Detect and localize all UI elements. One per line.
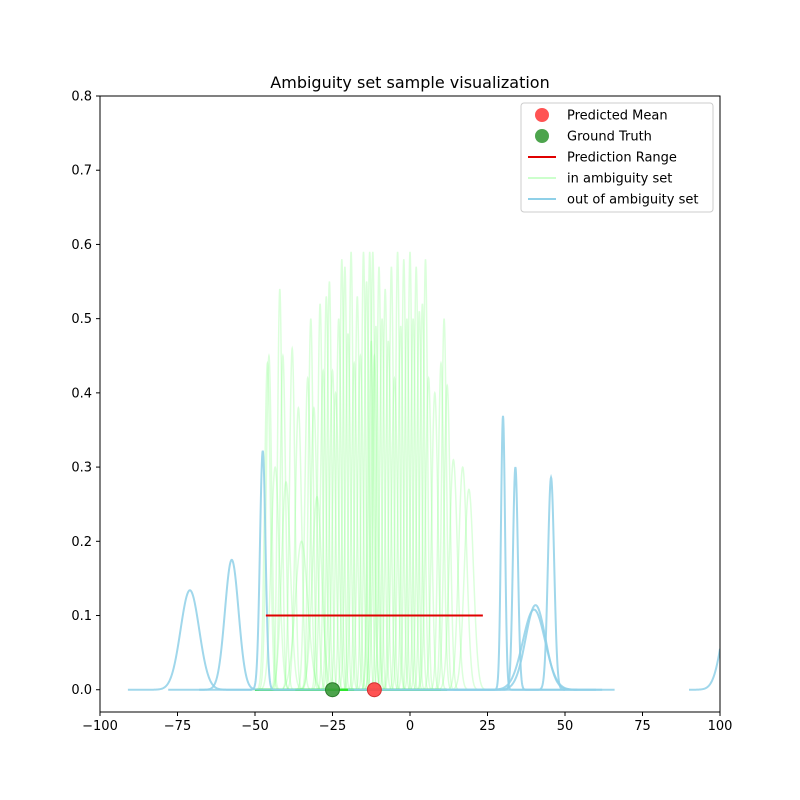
y-tick-label-7: 0.7 [71,164,92,179]
out-ambiguity-curve-7 [487,473,615,691]
legend-label-1: Ground Truth [567,130,652,145]
legend: Predicted Mean Ground Truth Prediction Ran… [520,102,714,213]
in-ambiguity-curve-56 [444,466,482,691]
legend-label-4: out of ambiguity set [567,193,698,208]
series-layer [127,251,720,691]
legend-swatch-1 [535,129,549,143]
x-tick-label-5: 25 [479,719,496,734]
x-tick-label-4: 0 [406,719,414,734]
legend-label-0: Predicted Mean [567,109,668,124]
y-tick-label-8: 0.8 [71,90,92,105]
predicted-mean-point [366,682,382,698]
y-tick-label-1: 0.1 [71,609,92,624]
x-tick-label-3: −25 [319,719,346,734]
x-tick-label-0: −100 [82,719,118,734]
in-ambiguity-curve-57 [450,488,488,691]
y-axis: 0.0 0.1 0.2 0.3 0.4 0.5 0.6 0.7 0.8 [71,90,100,698]
y-tick-label-3: 0.3 [71,461,92,476]
x-axis: −100 −75 −50 −25 0 25 50 75 100 [82,712,732,734]
ground-truth-point [325,682,340,698]
x-tick-label-6: 50 [557,719,574,734]
in-ambiguity-curve-2 [256,466,294,691]
x-tick-label-2: −50 [241,719,268,734]
marker-layer [325,682,382,698]
legend-box [520,102,714,213]
y-tick-label-0: 0.0 [71,683,92,698]
y-tick-label-2: 0.2 [71,535,92,550]
y-tick-label-5: 0.5 [71,312,92,327]
x-tick-label-8: 100 [708,719,733,734]
y-tick-label-4: 0.4 [71,386,92,401]
legend-label-3: in ambiguity set [567,172,672,187]
y-tick-label-6: 0.6 [71,238,92,253]
in-ambiguity-curve-8 [282,540,321,689]
x-tick-label-7: 75 [634,719,651,734]
out-ambiguity-curve-2 [199,450,327,691]
out-ambiguity-curve-8 [689,648,720,691]
legend-swatch-0 [535,108,549,122]
x-tick-label-1: −75 [164,719,191,734]
chart-title: Ambiguity set sample visualization [270,73,549,92]
in-ambiguity-curve-55 [434,458,472,691]
legend-label-2: Prediction Range [567,151,677,166]
out-ambiguity-curve-6 [354,608,603,691]
in-ambiguity-curve-5 [267,480,305,691]
